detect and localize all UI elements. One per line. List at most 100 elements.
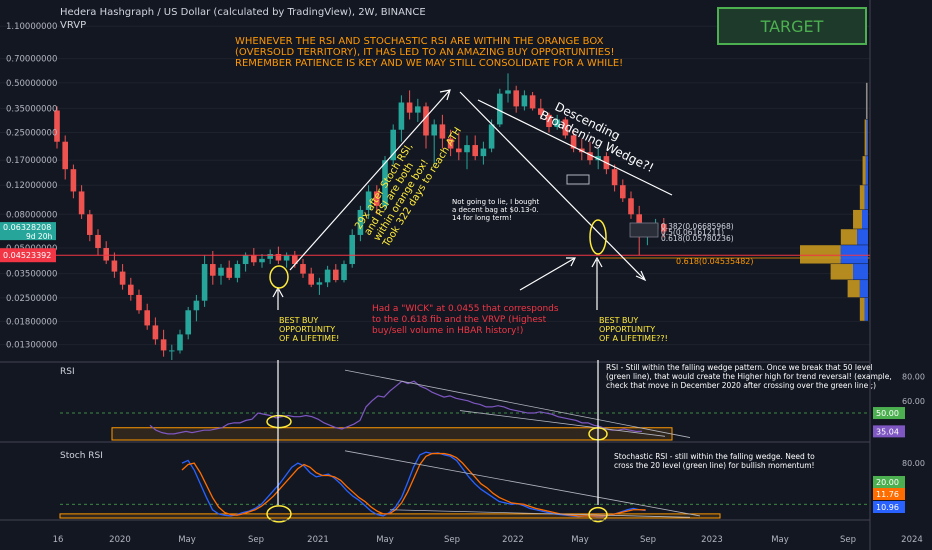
candle-body (119, 271, 126, 285)
candle-body (447, 138, 454, 149)
rally-arrow-head (439, 89, 451, 101)
buy1-note: BEST BUY OPPORTUNITY OF A LIFETIME! (279, 316, 339, 343)
fib-382-label: 0.382(0.06685968) (661, 222, 734, 231)
candle-body (341, 264, 347, 281)
candle-body (169, 350, 175, 352)
candle-body (661, 223, 667, 232)
candle-body (87, 214, 93, 235)
candle-body (144, 310, 150, 326)
candle-body (620, 185, 626, 199)
candle-body (529, 95, 536, 109)
rsi-circle-1 (266, 414, 292, 429)
rsi-note: RSI - Still within the falling wedge pat… (606, 363, 892, 390)
vrvp-bar-down (853, 264, 868, 280)
buy2-line-1: BEST BUY (599, 316, 638, 325)
stoch-note: Stochastic RSI - still within the fallin… (614, 452, 815, 470)
candle-body (152, 325, 159, 340)
time-tick-label: May (571, 535, 589, 545)
fib-50-label: 0.5(0.06161211) (661, 228, 724, 237)
candle-body (95, 234, 101, 249)
stoch-circle-1 (266, 505, 292, 523)
rsi-tick-label: 80.00 (902, 372, 925, 381)
wedge-lower-arrow (459, 91, 646, 281)
buy1-line-1: BEST BUY (279, 316, 318, 325)
candle-body (177, 334, 183, 351)
candle-body (456, 148, 462, 153)
candle-body (308, 273, 314, 285)
bag-line-1: Not going to lie, I bought (452, 198, 539, 206)
time-axis[interactable]: 16 2020 May Sep 2021 May Sep 2022 May Sep 2023 May S… (53, 535, 923, 545)
candle-body (226, 267, 232, 278)
vrvp-bar-up (853, 209, 863, 229)
rally-arrow-line (289, 89, 451, 271)
candle-body (480, 148, 487, 157)
candle-body (488, 124, 495, 149)
wick-note: Had a "WICK" at 0.0455 that corresponds … (372, 304, 559, 336)
price-tick-label: 0.25000000 (6, 129, 57, 139)
candle-body (513, 90, 519, 107)
buy1-circle (269, 265, 289, 289)
last-price-value: 0.06328208 (3, 223, 51, 232)
buy2-line-2: OPPORTUNITY (599, 325, 655, 334)
vrvp-bar-down (864, 297, 868, 321)
candle-body (357, 209, 364, 235)
candle-body (62, 141, 68, 170)
candle-body (497, 93, 503, 125)
candle-body (324, 269, 331, 283)
candle-body (218, 267, 224, 276)
price-tick-label: 0.03500000 (6, 270, 57, 280)
stoch-d-line (181, 452, 646, 517)
trend-arrows (272, 89, 673, 505)
buy2-line-3: OF A LIFETIME??! (599, 334, 668, 343)
price-tick-label: 0.01800000 (6, 317, 57, 327)
candle-body (275, 254, 282, 261)
candle-body (54, 110, 60, 142)
candle-body (78, 191, 85, 215)
rsi-tick-label: 60.00 (902, 397, 925, 406)
candle-body (251, 255, 257, 263)
time-tick-label: Sep (248, 535, 264, 545)
headline-line-2: (OVERSOLD TERRITORY), IT HAS LED TO AN A… (235, 47, 614, 58)
price-tick-label: 0.08000000 (6, 210, 57, 220)
candle-body (185, 310, 191, 335)
candle-body (349, 234, 355, 265)
vrvp-bar-up (830, 264, 854, 280)
time-tick-label: 2023 (701, 535, 723, 545)
vrvp-bar-up (864, 119, 867, 156)
candle-body (234, 264, 241, 278)
wedge-upper-line (477, 99, 673, 196)
candle-body (70, 169, 77, 192)
candle-body (587, 152, 593, 161)
bag-note: Not going to lie, I bought a decent bag … (452, 198, 539, 222)
candle-body (267, 254, 273, 259)
buy2-note: BEST BUY OPPORTUNITY OF A LIFETIME??! (599, 316, 668, 343)
rsi-title: RSI (60, 367, 75, 377)
candle-body (423, 106, 429, 136)
candle-body (259, 258, 265, 263)
candle-body (538, 108, 544, 115)
candle-body (316, 282, 323, 285)
wick-line-2: to the 0.618 fib and the VRVP (Highest (372, 315, 547, 325)
target-label: TARGET (760, 17, 824, 36)
candle-body (472, 145, 478, 157)
buy2-circle (589, 219, 607, 255)
stoch-rsi-pane[interactable]: 80.00 20.00 11.76 10.96 (59, 450, 925, 523)
candle-body (160, 339, 167, 351)
vrvp-bar-up (800, 245, 841, 264)
price-tick-label: 0.01300000 (6, 341, 57, 351)
rsi-note-line-2: (green line), that would create the High… (606, 372, 892, 381)
stoch-circle-2 (588, 506, 608, 523)
wick-arrow-head (566, 257, 576, 267)
price-tick-label: 0.02500000 (6, 294, 57, 304)
target-box[interactable] (717, 7, 867, 45)
wick-line-1: Had a "WICK" at 0.0455 that corresponds (372, 304, 559, 314)
rsi-wedge-upper (344, 369, 691, 438)
stoch-badge-value: 20.00 (876, 478, 899, 487)
time-tick-label: 16 (53, 535, 64, 545)
rsi-line (149, 380, 643, 435)
stoch-note-line-2: cross the 20 level (green line) for bull… (614, 461, 815, 470)
candle-body (292, 255, 298, 265)
candle-body (201, 264, 208, 301)
